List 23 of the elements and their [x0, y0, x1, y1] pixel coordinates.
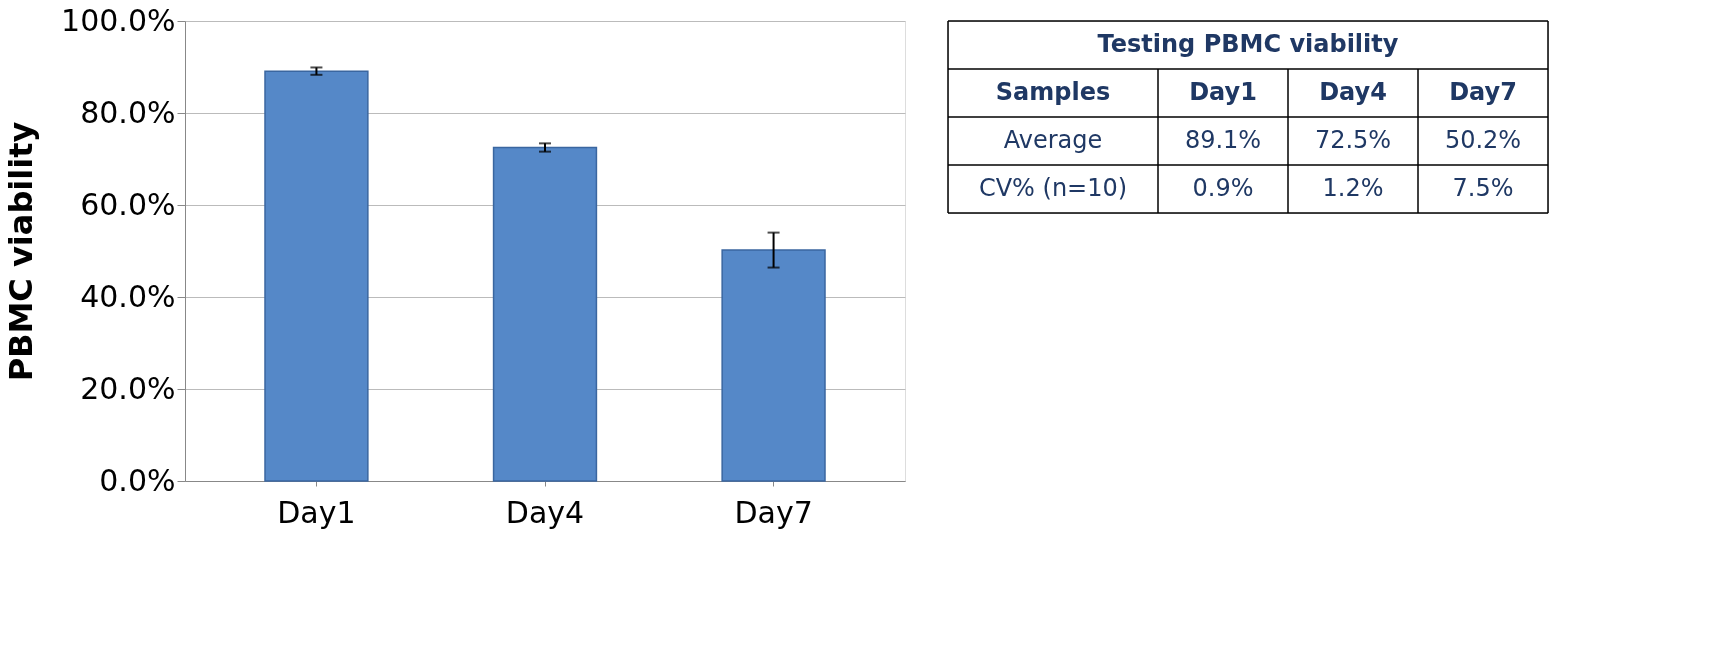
y-axis-title: PBMC viability — [2, 121, 41, 382]
y-tick-label: 80.0% — [80, 94, 176, 130]
y-tick-label: 100.0% — [61, 2, 176, 38]
text: 0.9% — [1192, 174, 1254, 202]
category-label: Day1 — [1189, 78, 1257, 106]
y-tick-label: 60.0% — [80, 186, 176, 222]
x-tick-label: Day1 — [277, 494, 356, 530]
text: Testing PBMC viability — [1097, 30, 1399, 58]
text: 50.2% — [1444, 126, 1522, 154]
text: 1.2% — [1322, 174, 1384, 202]
x-tick-label: Day7 — [734, 494, 813, 530]
text: Average — [1003, 126, 1103, 154]
y-tick-label: 0.0% — [99, 462, 176, 498]
text: 72.5% — [1314, 126, 1392, 154]
text: 89.1% — [1184, 126, 1262, 154]
x-tick-label: Day4 — [505, 494, 585, 530]
y-tick-label: 40.0% — [80, 278, 176, 314]
text: CV% (n=10) — [978, 174, 1128, 202]
y-tick-label: 20.0% — [80, 370, 176, 406]
text: 7.5% — [1452, 174, 1514, 202]
category-label: Day4 — [1319, 78, 1387, 106]
text: Samples — [995, 78, 1111, 106]
category-label: Day7 — [1449, 78, 1517, 106]
